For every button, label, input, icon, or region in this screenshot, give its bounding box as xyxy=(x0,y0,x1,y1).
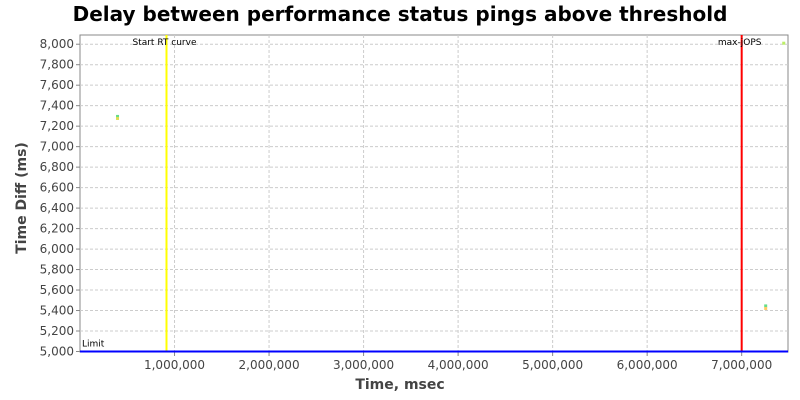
y-tick-label: 8,000 xyxy=(40,37,74,51)
y-tick-label: 5,000 xyxy=(40,344,74,358)
x-tick-label: 7,000,000 xyxy=(711,358,772,372)
data-point xyxy=(782,41,786,45)
marker-label: max-jOPS xyxy=(718,38,762,48)
y-tick-label: 5,400 xyxy=(40,304,74,318)
data-point xyxy=(764,304,768,308)
x-tick-label: 1,000,000 xyxy=(144,358,205,372)
y-tick-label: 6,200 xyxy=(40,222,74,236)
y-tick-label: 7,600 xyxy=(40,78,74,92)
marker-label: Limit xyxy=(82,339,105,349)
y-tick-label: 7,000 xyxy=(40,140,74,154)
y-tick-label: 7,200 xyxy=(40,119,74,133)
x-tick-label: 3,000,000 xyxy=(333,358,394,372)
y-tick-label: 5,200 xyxy=(40,324,74,338)
chart-title: Delay between performance status pings a… xyxy=(73,2,728,26)
y-tick-label: 6,400 xyxy=(40,201,74,215)
y-tick-label: 5,800 xyxy=(40,263,74,277)
data-point xyxy=(764,306,768,310)
x-tick-label: 4,000,000 xyxy=(428,358,489,372)
x-tick-label: 6,000,000 xyxy=(617,358,678,372)
y-tick-label: 5,600 xyxy=(40,283,74,297)
plot-area xyxy=(79,34,789,353)
data-point xyxy=(116,116,120,120)
y-tick-label: 6,800 xyxy=(40,160,74,174)
y-axis-label: Time Diff (ms) xyxy=(14,142,30,254)
x-tick-label: 2,000,000 xyxy=(239,358,300,372)
y-tick-label: 7,400 xyxy=(40,99,74,113)
x-tick-label: 5,000,000 xyxy=(522,358,583,372)
y-tick-label: 6,600 xyxy=(40,181,74,195)
y-tick-label: 7,800 xyxy=(40,58,74,72)
y-tick-label: 6,000 xyxy=(40,242,74,256)
data-point xyxy=(116,114,120,118)
marker-label: Start RT curve xyxy=(132,38,196,48)
x-axis-label: Time, msec xyxy=(355,377,444,393)
